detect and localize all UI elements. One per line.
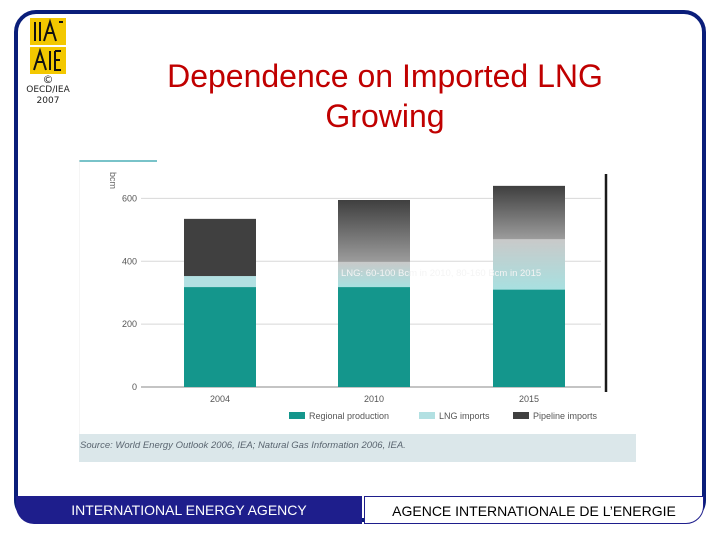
chart-annotation: LNG: 60-100 Bcm in 2010, 80-160 Bcm in 2…	[341, 268, 541, 279]
legend-label: LNG imports	[439, 411, 490, 421]
legend-swatch	[289, 412, 305, 419]
x-tick-label: 2015	[519, 394, 539, 404]
source-strip	[79, 434, 636, 462]
slide-title-line2: Growing	[325, 98, 445, 134]
chart-panel: 0 200 400 600 bcm 2004 2010 2015 LNG: 60-100 Bcm…	[79, 160, 636, 462]
y-tick-label: 400	[122, 256, 137, 266]
copyright-year: 2007	[36, 96, 60, 106]
legend-label: Pipeline imports	[533, 411, 598, 421]
bar-segment	[184, 218, 256, 277]
bar-segment	[493, 185, 565, 240]
x-tick-label: 2010	[364, 394, 384, 404]
footer-aie-fr: AGENCE INTERNATIONALE DE L’ENERGIE	[364, 496, 704, 524]
slide-title-line1: Dependence on Imported LNG	[167, 58, 603, 94]
y-tick-label: 600	[122, 193, 137, 203]
bar-segment	[184, 276, 256, 288]
bar-segment	[493, 239, 565, 290]
legend-swatch	[513, 412, 529, 419]
bar-segment	[184, 287, 256, 387]
legend-swatch	[419, 412, 435, 419]
copyright-symbol: ©	[42, 73, 54, 86]
iea-logo-icon	[30, 18, 66, 74]
legend-label: Regional production	[309, 411, 389, 421]
bar-segment	[338, 261, 410, 288]
bar-segment	[338, 200, 410, 262]
bar-segment	[493, 289, 565, 387]
footer-iea-en: INTERNATIONAL ENERGY AGENCY	[16, 496, 362, 524]
copyright-org: OECD/IEA	[26, 85, 70, 95]
bar-segment	[338, 287, 410, 387]
y-tick-label: 200	[122, 319, 137, 329]
copyright-notice: © OECD/IEA 2007	[20, 74, 76, 107]
slide-title: Dependence on Imported LNG Growing	[100, 56, 670, 136]
source-note: Source: World Energy Outlook 2006, IEA; …	[80, 440, 406, 451]
y-axis-label: bcm	[108, 172, 118, 189]
y-tick-label: 0	[132, 382, 137, 392]
x-tick-label: 2004	[210, 394, 230, 404]
